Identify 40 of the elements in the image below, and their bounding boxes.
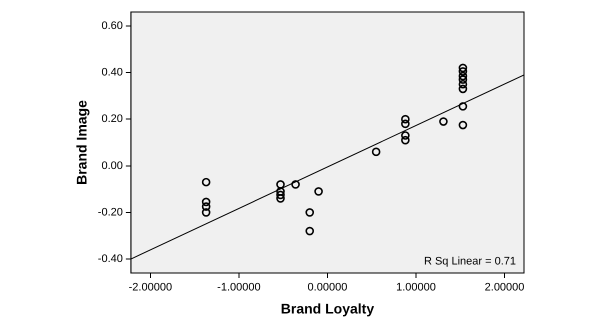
point — [314, 187, 323, 196]
point — [401, 120, 410, 128]
y-tick-label: 0.60 — [101, 20, 123, 32]
point — [202, 208, 210, 217]
point — [439, 117, 448, 126]
x-axis-title: Brand Loyalty — [280, 300, 374, 316]
point — [458, 67, 468, 76]
point — [276, 190, 285, 200]
point — [291, 180, 300, 189]
annotation: R Sq Linear = 0.71 — [424, 256, 516, 268]
x-tick-label: -1.00000 — [217, 282, 261, 294]
x-tick-label: 1.00000 — [396, 282, 436, 294]
point — [458, 120, 468, 130]
point — [458, 102, 468, 111]
point — [305, 226, 314, 236]
point — [401, 136, 410, 144]
point — [401, 114, 410, 124]
x-tick-label: 0.00000 — [308, 282, 348, 294]
y-tick-label: -0.40 — [98, 253, 123, 266]
point — [372, 148, 380, 156]
point — [458, 72, 468, 80]
y-tick-label: 0.40 — [101, 66, 123, 79]
y-tick-label: 0.00 — [101, 160, 123, 172]
y-axis-title: Brand Image — [73, 100, 90, 185]
point — [458, 75, 468, 84]
point — [458, 84, 468, 94]
point — [202, 202, 210, 211]
point — [458, 80, 468, 89]
x-tick-label: -2.00000 — [128, 282, 172, 294]
point — [305, 208, 314, 217]
y-tick-label: 0.20 — [101, 113, 123, 126]
x-tick-label: 2.00000 — [484, 282, 524, 294]
point — [276, 187, 285, 196]
point — [276, 180, 285, 189]
point — [202, 198, 210, 206]
point — [458, 64, 468, 72]
point — [401, 131, 410, 140]
point — [202, 178, 210, 186]
y-tick-label: -0.20 — [98, 206, 123, 218]
point — [276, 194, 285, 203]
